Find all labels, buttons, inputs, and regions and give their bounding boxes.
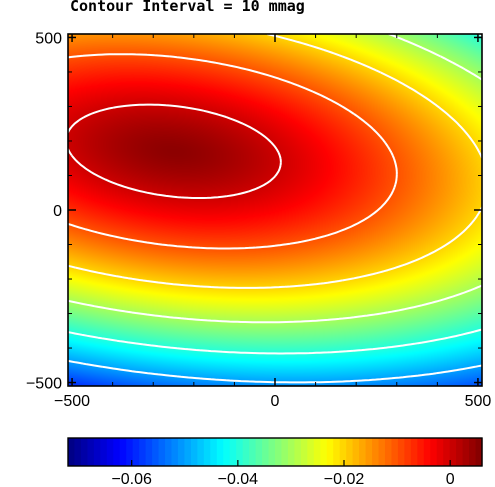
colorbar-segment — [255, 438, 263, 466]
colorbar-segment — [404, 438, 412, 466]
colorbar-segment — [68, 438, 76, 466]
colorbar-tick-label: −0.06 — [111, 471, 152, 487]
colorbar-segment — [423, 438, 431, 466]
colorbar-segment — [106, 438, 114, 466]
colorbar-segment — [132, 438, 140, 466]
colorbar-segment — [74, 438, 82, 466]
colorbar-segment — [300, 438, 308, 466]
plot-area: −500 0 500 500 0 −500 — [26, 30, 491, 410]
contour-line-0 — [67, 103, 282, 199]
colorbar-segment — [229, 438, 237, 466]
colorbar-segment — [177, 438, 186, 466]
colorbar-frame — [67, 437, 483, 467]
colorbar-segment — [397, 438, 405, 466]
colorbar-segment — [249, 438, 257, 466]
colorbar-segment — [346, 438, 354, 466]
colorbar-segment — [80, 438, 89, 466]
colorbar-segment — [443, 438, 451, 466]
colorbar-segment — [456, 438, 464, 466]
contour-line-2 — [67, 33, 483, 289]
colorbar-tick-label: 0 — [446, 471, 455, 487]
colorbar-segment — [197, 438, 205, 466]
colorbar-segment — [171, 438, 179, 466]
colorbar-segment — [126, 438, 134, 466]
colorbar-segment — [262, 438, 270, 466]
chart-title: Contour Interval = 10 mmag — [70, 0, 305, 15]
colorbar-segment — [436, 438, 444, 466]
colorbar-segment — [326, 438, 334, 466]
colorbar-segment — [190, 438, 198, 466]
colorbar-segment — [372, 438, 380, 466]
colorbar-segment — [339, 438, 347, 466]
colorbar-segment — [119, 438, 127, 466]
colorbar-segment — [384, 438, 393, 466]
colorbar-segment — [462, 438, 470, 466]
colorbar-segment — [313, 438, 321, 466]
colorbar-segment — [184, 438, 192, 466]
colorbar-segment — [216, 438, 224, 466]
colorbar-segment — [165, 438, 173, 466]
colorbar-segment — [223, 438, 231, 466]
colorbar-segment — [320, 438, 328, 466]
colorbar-segment — [307, 438, 315, 466]
colorbar-segment — [87, 438, 95, 466]
colorbar-tick-label: −0.02 — [324, 471, 365, 487]
colorbar-segment — [93, 438, 101, 466]
colorbar-segment — [242, 438, 250, 466]
colorbar-segment — [352, 438, 360, 466]
colorbar-segment — [236, 438, 244, 466]
colorbar-segment — [268, 438, 276, 466]
colorbar-segment — [391, 438, 399, 466]
y-tick-label: 0 — [53, 203, 62, 220]
colorbar-segment — [203, 438, 211, 466]
colorbar-segment — [287, 438, 296, 466]
colorbar-segment — [145, 438, 153, 466]
contour-line-4 — [67, 33, 483, 355]
colorbar-segment — [152, 438, 160, 466]
colorbar-segment — [275, 438, 283, 466]
colorbar-segment — [294, 438, 302, 466]
colorbar-segment — [378, 438, 386, 466]
colorbar-segment — [359, 438, 367, 466]
colorbar-segment — [139, 438, 147, 466]
contour-line-3 — [67, 33, 483, 324]
heatmap-field — [68, 34, 482, 386]
colorbar-segment — [333, 438, 341, 466]
colorbar-segment — [410, 438, 418, 466]
x-tick-label: 500 — [465, 393, 492, 410]
x-tick-label: 0 — [271, 393, 280, 410]
colorbar: −0.06 −0.04 −0.02 0 — [67, 437, 483, 487]
colorbar-segment — [210, 438, 218, 466]
colorbar-segment — [449, 438, 457, 466]
colorbar-segment — [417, 438, 425, 466]
colorbar-segment — [475, 438, 483, 466]
colorbar-segment — [158, 438, 166, 466]
x-tick-label: −500 — [54, 393, 90, 410]
colorbar-tick-label: −0.04 — [218, 471, 259, 487]
colorbar-segment — [430, 438, 438, 466]
colorbar-segment — [365, 438, 373, 466]
contour-line-5 — [67, 359, 483, 384]
colorbar-segment — [100, 438, 108, 466]
contour-line-1 — [67, 53, 398, 250]
y-tick-label: 500 — [35, 30, 62, 47]
y-tick-label: −500 — [26, 376, 62, 393]
colorbar-segment — [113, 438, 121, 466]
colorbar-segment — [281, 438, 289, 466]
colorbar-segment — [469, 438, 477, 466]
